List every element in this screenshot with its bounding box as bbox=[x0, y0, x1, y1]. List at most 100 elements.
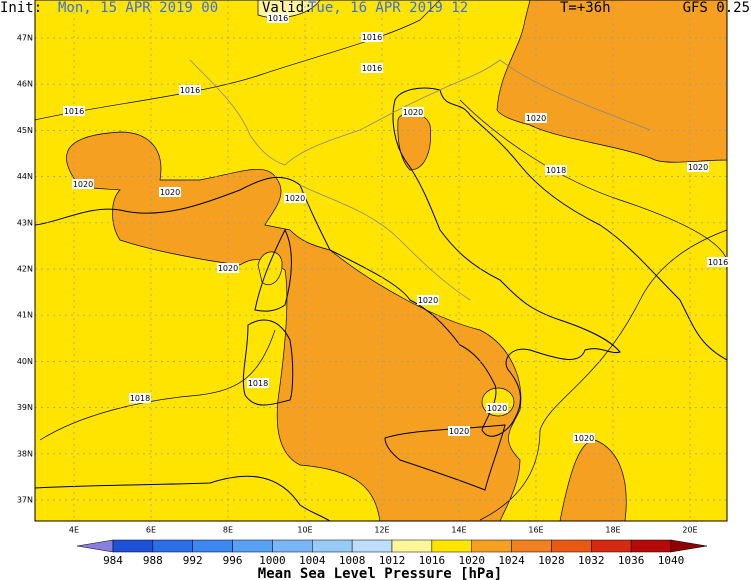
isobar-label: 1020 bbox=[218, 264, 238, 273]
colorbar-label: 1020 bbox=[458, 554, 485, 567]
colorbar-segment bbox=[272, 539, 313, 553]
region-border bbox=[299, 184, 471, 301]
colorbar-segment bbox=[351, 539, 393, 553]
sicily bbox=[384, 424, 506, 491]
colorbar-segment bbox=[630, 539, 672, 553]
lon-label: 6E bbox=[146, 526, 156, 535]
borders bbox=[189, 59, 651, 301]
lat-label: 45N bbox=[17, 126, 33, 135]
isobar-label: 1018 bbox=[248, 379, 268, 388]
isobar bbox=[459, 99, 728, 261]
isobar-label-box bbox=[525, 113, 547, 123]
colorbar-label: 1012 bbox=[379, 554, 406, 567]
lon-label: 12E bbox=[374, 526, 389, 535]
lat-label: 47N bbox=[17, 34, 33, 43]
isobar-label: 1020 bbox=[449, 427, 469, 436]
pressure-region-1020 bbox=[559, 439, 627, 522]
isobar-label-box bbox=[417, 295, 439, 305]
colorbar-segment bbox=[312, 539, 353, 553]
isobar-label: 1018 bbox=[546, 166, 566, 175]
isobar-label: 1016 bbox=[180, 86, 200, 95]
border bbox=[189, 59, 441, 166]
lat-label: 38N bbox=[17, 449, 33, 458]
colorbar-segment bbox=[591, 539, 632, 553]
isobar-label-box bbox=[159, 187, 181, 197]
colorbar-label: 1028 bbox=[538, 554, 565, 567]
colorbar-segment bbox=[511, 539, 552, 553]
isobar-label: 1018 bbox=[130, 394, 150, 403]
isobar-label-box bbox=[247, 378, 269, 388]
lat-label: 44N bbox=[17, 172, 33, 181]
italy-coast bbox=[34, 87, 621, 437]
isobar-label-box bbox=[486, 403, 508, 413]
isobar-label: 1020 bbox=[487, 404, 507, 413]
colorbar-title: Mean Sea Level Pressure [hPa] bbox=[258, 566, 502, 580]
isobar-label: 1016 bbox=[268, 14, 288, 23]
pressure-region-1016 bbox=[257, 251, 283, 286]
lead-time: T=+36h bbox=[560, 0, 611, 16]
lon-label: 18E bbox=[605, 526, 620, 535]
lat-label: 42N bbox=[17, 265, 33, 274]
isobar-label-box bbox=[573, 433, 595, 443]
map bbox=[34, 0, 728, 522]
isobar-label-box bbox=[707, 257, 729, 267]
isobar-label-box bbox=[179, 85, 201, 95]
model-name: GFS 0.25 bbox=[683, 0, 750, 16]
init-label: Init: bbox=[0, 0, 42, 16]
isobar-label: 1016 bbox=[362, 33, 382, 42]
colorbar-segment bbox=[232, 539, 273, 553]
colorbar-segment bbox=[192, 539, 233, 553]
isobar-label: 1020 bbox=[526, 114, 546, 123]
colorbar-label: 1000 bbox=[259, 554, 286, 567]
colorbar-arrow bbox=[670, 539, 708, 553]
colorbar-segment bbox=[391, 539, 433, 553]
isobar-label: 1020 bbox=[574, 434, 594, 443]
colorbar-label: 1024 bbox=[498, 554, 525, 567]
isobar-label-box bbox=[217, 263, 239, 273]
isobar-label: 1016 bbox=[362, 64, 382, 73]
lat-label: 39N bbox=[17, 403, 33, 412]
isobar-label-box bbox=[63, 106, 85, 116]
isobar-label-box bbox=[687, 162, 709, 172]
colorbar-label: 1036 bbox=[618, 554, 645, 567]
init-time: Mon, 15 APR 2019 00 bbox=[58, 0, 218, 16]
isobar-label-box bbox=[129, 393, 151, 403]
valid-time: Tue, 16 APR 2019 12 bbox=[308, 0, 468, 16]
isobar-label: 1020 bbox=[73, 180, 93, 189]
isobar bbox=[39, 329, 276, 441]
isobar-label-box bbox=[545, 165, 567, 175]
border bbox=[439, 59, 651, 131]
pressure-region-1020 bbox=[496, 0, 728, 163]
isobar-label-box bbox=[284, 193, 306, 203]
isobar-label: 1020 bbox=[285, 194, 305, 203]
colorbar-segment bbox=[551, 539, 592, 553]
colorbar-label: 992 bbox=[183, 554, 203, 567]
colorbar-label: 1004 bbox=[299, 554, 326, 567]
isobar-label-box bbox=[361, 63, 383, 73]
lat-label: 43N bbox=[17, 218, 33, 227]
isobar bbox=[479, 229, 728, 521]
colorbar-segment bbox=[471, 539, 512, 553]
isobar-label-box bbox=[361, 32, 383, 42]
colorbar-label: 1040 bbox=[658, 554, 685, 567]
balkan-coast bbox=[439, 89, 728, 361]
isobar-label: 1016 bbox=[708, 258, 728, 267]
isobar-label: 1020 bbox=[418, 296, 438, 305]
colorbar-segment bbox=[112, 539, 154, 553]
colorbar-label: 1032 bbox=[578, 554, 605, 567]
isobars bbox=[34, 0, 728, 521]
sardinia bbox=[242, 319, 294, 406]
corsica bbox=[254, 228, 292, 312]
lat-label: 40N bbox=[17, 357, 33, 366]
lat-label: 46N bbox=[17, 80, 33, 89]
lat-label: 37N bbox=[17, 496, 33, 505]
isobar-label: 1016 bbox=[64, 107, 84, 116]
colorbar-label: 996 bbox=[223, 554, 243, 567]
colorbar-label: 984 bbox=[103, 554, 123, 567]
colorbar-label: 988 bbox=[143, 554, 163, 567]
colorbar-segment bbox=[431, 539, 472, 553]
lon-label: 14E bbox=[451, 526, 466, 535]
isobar-label-box bbox=[72, 179, 94, 189]
graticule bbox=[35, 0, 727, 521]
